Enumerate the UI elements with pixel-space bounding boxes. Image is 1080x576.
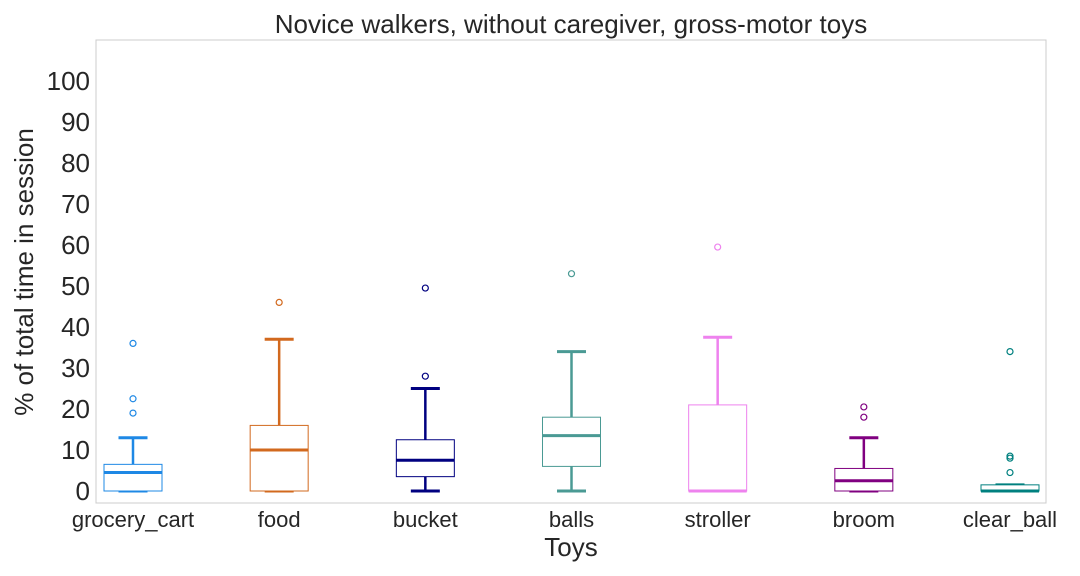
outlier-point (275, 298, 283, 306)
y-tick-label: 0 (76, 476, 90, 506)
y-tick-label: 40 (61, 312, 90, 342)
box-food (249, 298, 309, 493)
plot-frame (95, 39, 1047, 504)
boxes-group (103, 243, 1040, 493)
y-tick-label: 10 (61, 435, 90, 465)
box-grocery_cart (103, 339, 163, 493)
iqr-box (395, 439, 455, 478)
y-axis-ticks: 0 10 20 30 40 50 60 70 80 90 100 (47, 66, 90, 506)
x-axis-ticks: grocery_cart food bucket balls stroller broom… (72, 507, 1057, 532)
x-tick-label: food (258, 507, 301, 532)
outlier-point (567, 270, 576, 278)
x-tick-label: grocery_cart (72, 507, 194, 532)
x-tick-label: stroller (685, 507, 751, 532)
y-tick-label: 30 (61, 353, 90, 383)
box-balls (542, 270, 601, 493)
outlier-point (860, 413, 868, 421)
box-stroller (688, 243, 748, 493)
outlier-point (860, 403, 868, 411)
iqr-box (542, 416, 601, 467)
box-clear_ball (980, 348, 1040, 493)
x-tick-label: balls (549, 507, 594, 532)
outlier-point (1006, 452, 1014, 460)
iqr-box (103, 463, 163, 492)
x-tick-label: bucket (393, 507, 458, 532)
outlier-point (421, 284, 429, 292)
outlier-point (1006, 468, 1014, 477)
iqr-box (249, 424, 309, 492)
outlier-point (1006, 454, 1014, 462)
y-tick-label: 80 (61, 148, 90, 178)
outlier-point (1006, 348, 1014, 356)
y-tick-label: 20 (61, 394, 90, 424)
outlier-point (129, 339, 137, 347)
box-bucket (395, 284, 455, 493)
box-broom (834, 403, 894, 493)
outlier-point (129, 395, 137, 403)
iqr-box (688, 404, 748, 492)
y-tick-label: 90 (61, 107, 90, 137)
x-tick-label: clear_ball (963, 507, 1057, 532)
outlier-point (714, 243, 722, 251)
y-tick-label: 50 (61, 271, 90, 301)
y-tick-label: 70 (61, 189, 90, 219)
y-tick-label: 60 (61, 230, 90, 260)
x-axis-label: Toys (544, 532, 597, 562)
x-tick-label: broom (833, 507, 895, 532)
outlier-point (421, 372, 429, 380)
y-axis-label: % of total time in session (9, 128, 39, 416)
chart-title: Novice walkers, without caregiver, gross… (275, 9, 867, 39)
outlier-point (129, 409, 137, 417)
y-tick-label: 100 (47, 66, 90, 96)
